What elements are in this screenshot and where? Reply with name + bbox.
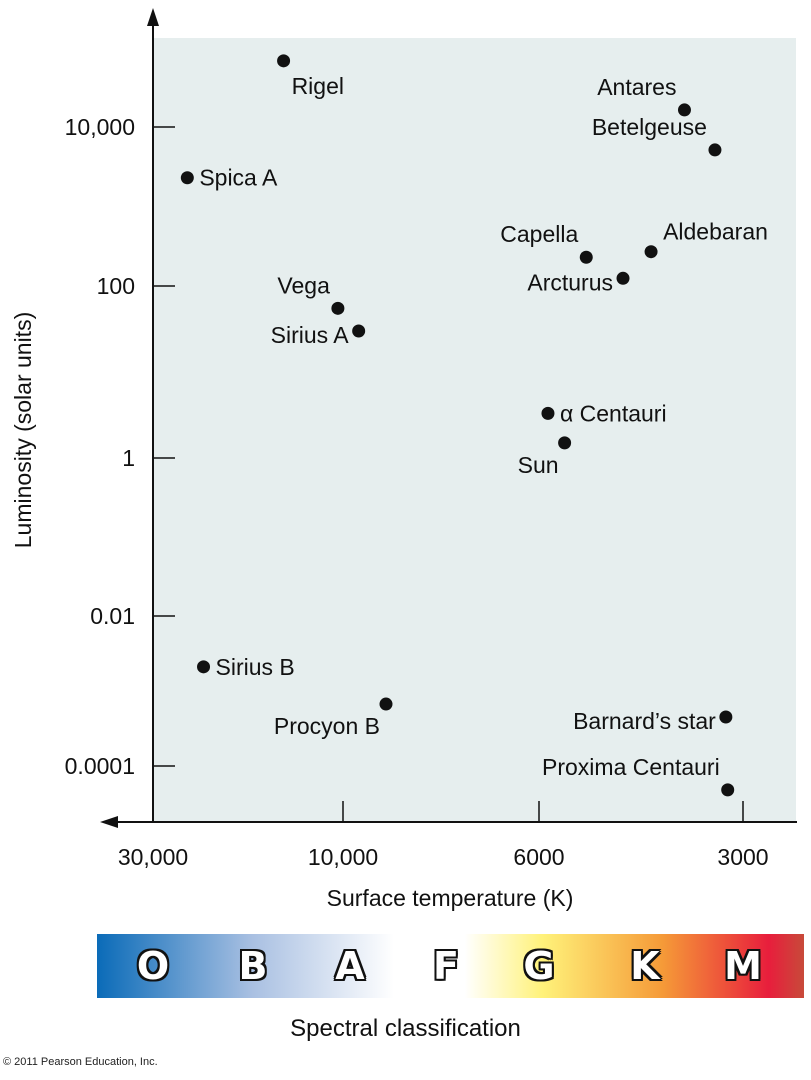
star-label-sun: Sun <box>518 452 559 478</box>
star-label-barnard-s-star: Barnard’s star <box>573 708 716 734</box>
star-point-antares <box>677 103 691 117</box>
star-label-aldebaran: Aldebaran <box>663 219 768 245</box>
x-axis-title: Surface temperature (K) <box>327 885 574 911</box>
spectral-class-k: K <box>630 944 660 988</box>
star-label-antares: Antares <box>597 74 676 100</box>
star-label-sirius-b: Sirius B <box>216 654 295 680</box>
spectral-classification-title: Spectral classification <box>290 1015 521 1042</box>
star-label-arcturus: Arcturus <box>527 269 613 295</box>
star-label-centauri: α Centauri <box>560 400 667 426</box>
spectral-class-b: B <box>238 944 268 988</box>
star-point-spica-a <box>180 171 194 185</box>
star-point-capella <box>579 250 593 264</box>
y-tick-label: 100 <box>97 273 135 299</box>
star-label-spica-a: Spica A <box>199 165 278 191</box>
y-tick-label: 1 <box>122 445 135 471</box>
spectral-class-m: M <box>724 944 762 988</box>
x-tick-label: 10,000 <box>308 844 378 870</box>
star-point-sirius-a <box>352 324 366 338</box>
spectral-class-f: F <box>433 944 459 988</box>
star-point-centauri <box>541 406 555 420</box>
star-point-proxima-centauri <box>721 783 735 797</box>
x-tick-label: 6000 <box>513 844 564 870</box>
star-label-procyon-b: Procyon B <box>274 713 380 739</box>
y-tick-label: 10,000 <box>65 114 135 140</box>
y-tick-label: 0.0001 <box>65 753 135 779</box>
star-label-rigel: Rigel <box>292 73 344 99</box>
star-point-aldebaran <box>644 245 658 259</box>
hr-diagram: 30,000 10,000 6000 3000 10,000 100 1 0.01 0.0001… <box>10 8 797 911</box>
star-point-procyon-b <box>379 697 393 711</box>
star-point-vega <box>331 301 345 315</box>
star-point-betelgeuse <box>708 143 722 157</box>
star-point-rigel <box>277 54 291 68</box>
spectral-class-g: G <box>523 944 555 988</box>
plot-background <box>153 38 796 822</box>
star-label-sirius-a: Sirius A <box>271 322 350 348</box>
star-label-vega: Vega <box>277 272 330 298</box>
y-tick-label: 0.01 <box>90 603 135 629</box>
x-axis-arrow-icon <box>100 816 118 828</box>
star-label-proxima-centauri: Proxima Centauri <box>542 754 720 780</box>
spectral-class-a: A <box>335 944 365 988</box>
spectral-class-o: O <box>136 944 170 988</box>
star-point-sun <box>558 436 572 450</box>
x-tick-label: 30,000 <box>118 844 188 870</box>
star-point-sirius-b <box>197 660 211 674</box>
star-label-betelgeuse: Betelgeuse <box>592 114 707 140</box>
x-tick-label: 3000 <box>717 844 768 870</box>
star-point-arcturus <box>616 271 630 285</box>
y-axis-arrow-icon <box>147 8 159 26</box>
star-point-barnard-s-star <box>719 710 733 724</box>
y-axis-title: Luminosity (solar units) <box>10 312 36 548</box>
copyright-notice: © 2011 Pearson Education, Inc. <box>3 1056 158 1068</box>
star-label-capella: Capella <box>500 221 578 247</box>
